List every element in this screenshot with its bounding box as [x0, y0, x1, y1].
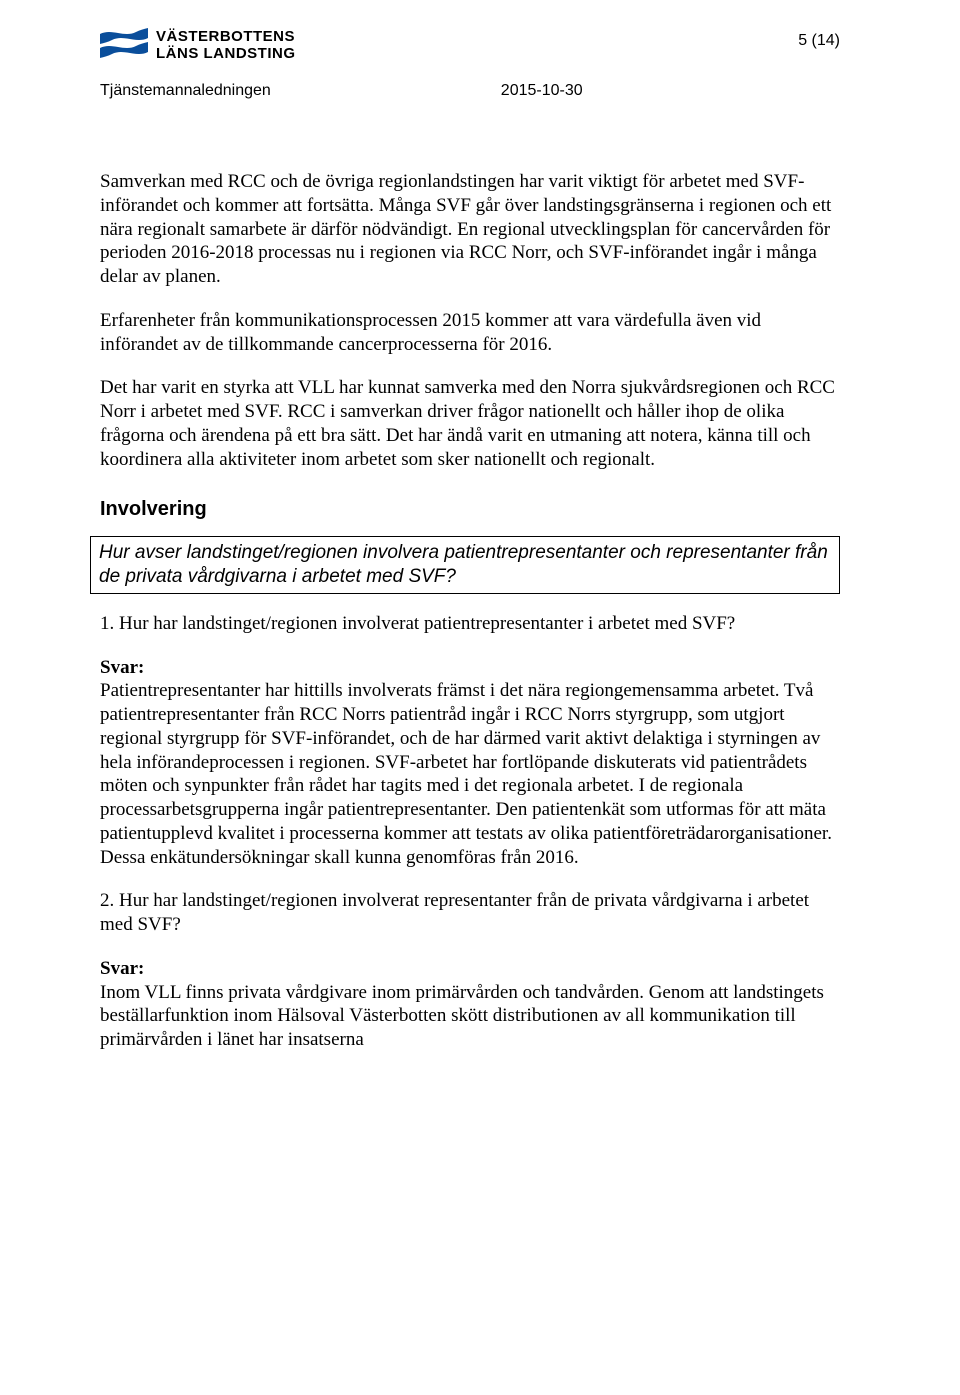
boxed-question: Hur avser landstinget/regionen involvera… — [90, 536, 840, 594]
org-name-line2: LÄNS LANDSTING — [156, 45, 296, 62]
answer-label: Svar: — [100, 958, 144, 979]
header-row: VÄSTERBOTTENS LÄNS LANDSTING 5 (14) — [100, 28, 840, 64]
paragraph: Samverkan med RCC och de övriga regionla… — [100, 170, 840, 289]
section-heading: Involvering — [100, 497, 840, 522]
answer-2-text: Inom VLL finns privata vårdgivare inom p… — [100, 982, 824, 1051]
document-date: 2015-10-30 — [501, 82, 583, 100]
page-number: 5 (14) — [798, 28, 840, 50]
answer-2-block: Svar: Inom VLL finns privata vårdgivare … — [100, 957, 840, 1052]
meta-row: Tjänstemannaledningen 2015-10-30 — [100, 82, 840, 100]
department-label: Tjänstemannaledningen — [100, 82, 271, 100]
document-page: VÄSTERBOTTENS LÄNS LANDSTING 5 (14) Tjän… — [0, 0, 960, 1395]
paragraph: Det har varit en styrka att VLL har kunn… — [100, 376, 840, 471]
question-2: 2. Hur har landstinget/regionen involver… — [100, 889, 840, 937]
paragraph: Erfarenheter från kommunikationsprocesse… — [100, 309, 840, 357]
org-logo-block: VÄSTERBOTTENS LÄNS LANDSTING — [100, 28, 296, 64]
org-logo-icon — [100, 28, 148, 64]
answer-1-text: Patientrepresentanter har hittills invol… — [100, 680, 832, 867]
org-name-line1: VÄSTERBOTTENS — [156, 28, 296, 45]
question-1: 1. Hur har landstinget/regionen involver… — [100, 612, 840, 636]
answer-1-block: Svar: Patientrepresentanter har hittills… — [100, 656, 840, 870]
answer-label: Svar: — [100, 657, 144, 678]
org-name: VÄSTERBOTTENS LÄNS LANDSTING — [156, 28, 296, 63]
document-content: Samverkan med RCC och de övriga regionla… — [100, 170, 840, 1052]
